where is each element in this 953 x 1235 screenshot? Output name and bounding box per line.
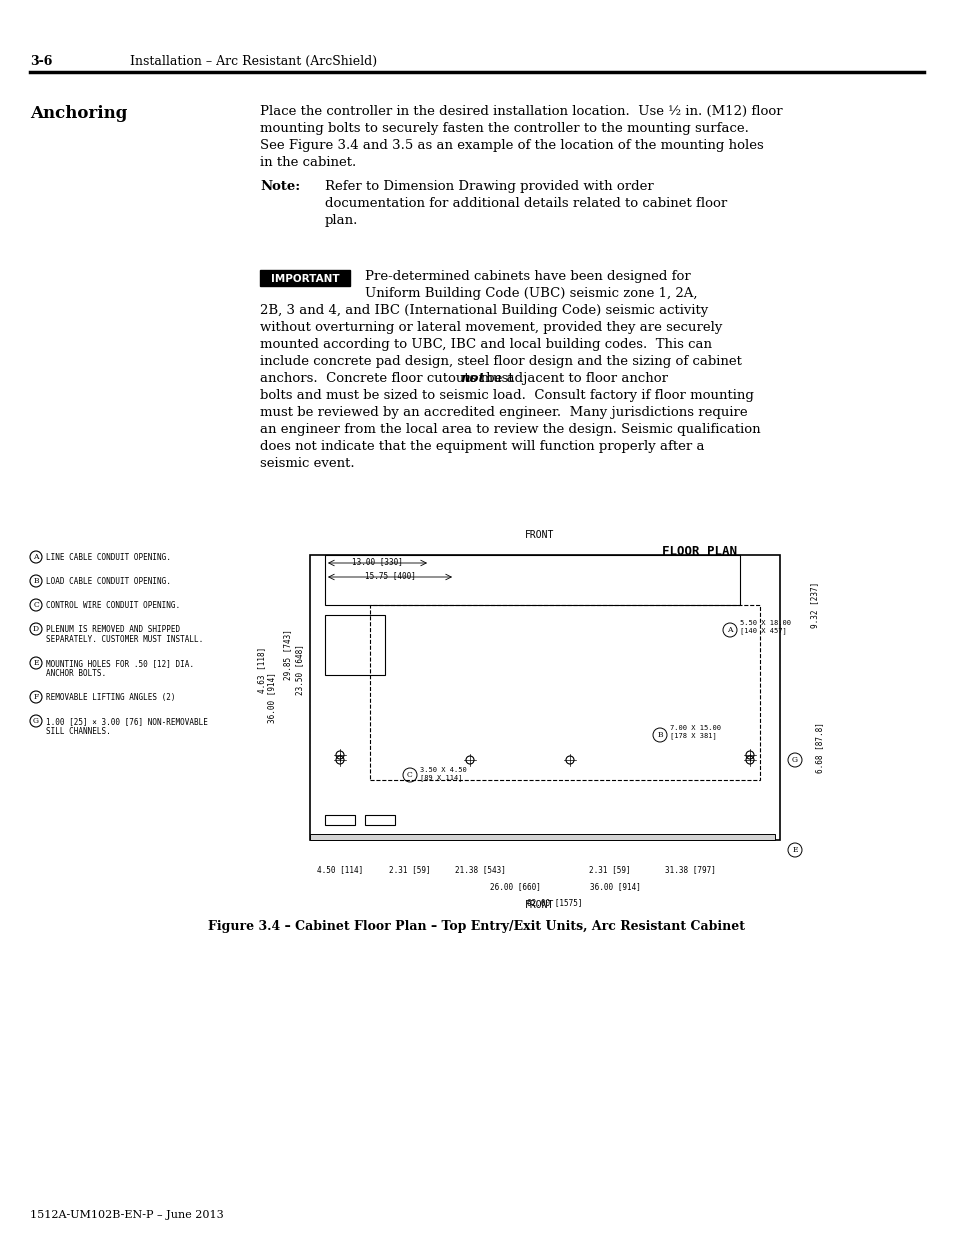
Text: LOAD CABLE CONDUIT OPENING.: LOAD CABLE CONDUIT OPENING. (46, 577, 171, 585)
Text: PLENUM IS REMOVED AND SHIPPED: PLENUM IS REMOVED AND SHIPPED (46, 625, 180, 634)
Text: See Figure 3.4 and 3.5 as an example of the location of the mounting holes: See Figure 3.4 and 3.5 as an example of … (260, 140, 763, 152)
Text: F: F (33, 693, 38, 701)
Text: Refer to Dimension Drawing provided with order: Refer to Dimension Drawing provided with… (325, 180, 653, 193)
Text: 4.63 [118]: 4.63 [118] (257, 647, 266, 693)
Text: FRONT: FRONT (525, 530, 554, 540)
Text: in the cabinet.: in the cabinet. (260, 156, 355, 169)
Bar (370, 605, 760, 781)
Text: FLOOR PLAN: FLOOR PLAN (661, 545, 737, 558)
Text: bolts and must be sized to seismic load.  Consult factory if floor mounting: bolts and must be sized to seismic load.… (260, 389, 753, 403)
Text: REMOVABLE LIFTING ANGLES (2): REMOVABLE LIFTING ANGLES (2) (46, 693, 175, 701)
Text: B: B (657, 731, 662, 739)
Text: 3-6: 3-6 (30, 56, 52, 68)
Text: 29.85 [743]: 29.85 [743] (283, 630, 293, 680)
Text: anchors.  Concrete floor cutouts must: anchors. Concrete floor cutouts must (260, 372, 517, 385)
Text: Pre-determined cabinets have been designed for: Pre-determined cabinets have been design… (365, 270, 690, 283)
Text: 3.50 X 4.50
[89 X 114]: 3.50 X 4.50 [89 X 114] (419, 767, 466, 781)
Text: plan.: plan. (325, 214, 358, 227)
Bar (325, 815, 355, 825)
Text: LINE CABLE CONDUIT OPENING.: LINE CABLE CONDUIT OPENING. (46, 553, 171, 562)
Text: SILL CHANNELS.: SILL CHANNELS. (46, 727, 111, 736)
Text: 7.00 X 15.00
[178 X 381]: 7.00 X 15.00 [178 X 381] (669, 725, 720, 739)
Bar (365, 815, 395, 825)
Text: 36.00 [914]: 36.00 [914] (589, 882, 639, 890)
Text: include concrete pad design, steel floor design and the sizing of cabinet: include concrete pad design, steel floor… (260, 354, 741, 368)
Text: be adjacent to floor anchor: be adjacent to floor anchor (481, 372, 667, 385)
Text: CONTROL WIRE CONDUIT OPENING.: CONTROL WIRE CONDUIT OPENING. (46, 601, 180, 610)
Text: documentation for additional details related to cabinet floor: documentation for additional details rel… (325, 198, 726, 210)
Text: mounted according to UBC, IBC and local building codes.  This can: mounted according to UBC, IBC and local … (260, 338, 711, 351)
Text: MOUNTING HOLES FOR .50 [12] DIA.: MOUNTING HOLES FOR .50 [12] DIA. (46, 659, 193, 668)
Text: 13.00 [330]: 13.00 [330] (352, 557, 402, 566)
Bar (260, 270, 350, 287)
Text: D: D (33, 625, 39, 634)
Text: A: A (726, 626, 732, 634)
Text: mounting bolts to securely fasten the controller to the mounting surface.: mounting bolts to securely fasten the co… (260, 122, 748, 135)
Text: Anchoring: Anchoring (30, 105, 128, 122)
Text: Place the controller in the desired installation location.  Use ½ in. (M12) floo: Place the controller in the desired inst… (260, 105, 781, 119)
Text: without overturning or lateral movement, provided they are securely: without overturning or lateral movement,… (260, 321, 721, 333)
Text: Note:: Note: (260, 180, 300, 193)
Text: 5.50 X 18.00
[140 X 457]: 5.50 X 18.00 [140 X 457] (740, 620, 790, 634)
Bar (310, 834, 774, 840)
Text: E: E (791, 846, 797, 853)
Text: 26.00 [660]: 26.00 [660] (489, 882, 539, 890)
Text: does not indicate that the equipment will function properly after a: does not indicate that the equipment wil… (260, 440, 703, 453)
Text: not: not (459, 372, 484, 385)
Text: B: B (33, 577, 39, 585)
Text: Figure 3.4 – Cabinet Floor Plan – Top Entry/Exit Units, Arc Resistant Cabinet: Figure 3.4 – Cabinet Floor Plan – Top En… (209, 920, 744, 932)
Text: C: C (407, 771, 413, 779)
Text: 9.32 [237]: 9.32 [237] (810, 582, 819, 629)
Bar (325, 615, 385, 676)
Text: G: G (791, 756, 797, 764)
Text: 4.50 [114]: 4.50 [114] (316, 864, 363, 874)
Text: FRONT: FRONT (525, 900, 554, 910)
Text: C: C (33, 601, 39, 609)
Text: 62.00 [1575]: 62.00 [1575] (527, 898, 582, 906)
Text: seismic event.: seismic event. (260, 457, 355, 471)
Text: 15.75 [400]: 15.75 [400] (364, 571, 415, 580)
Text: A: A (33, 553, 39, 561)
Text: must be reviewed by an accredited engineer.  Many jurisdictions require: must be reviewed by an accredited engine… (260, 406, 747, 419)
Text: G: G (33, 718, 39, 725)
Text: 2.31 [59]: 2.31 [59] (389, 864, 431, 874)
Text: Installation – Arc Resistant (ArcShield): Installation – Arc Resistant (ArcShield) (130, 56, 376, 68)
Text: 2.31 [59]: 2.31 [59] (589, 864, 630, 874)
Bar (325, 555, 740, 605)
Text: 36.00 [914]: 36.00 [914] (267, 672, 276, 722)
Text: IMPORTANT: IMPORTANT (271, 274, 339, 284)
Text: Uniform Building Code (UBC) seismic zone 1, 2A,: Uniform Building Code (UBC) seismic zone… (365, 287, 697, 300)
Text: 6.68 [87.8]: 6.68 [87.8] (815, 722, 823, 773)
Text: 23.50 [648]: 23.50 [648] (295, 645, 304, 695)
Text: SEPARATELY. CUSTOMER MUST INSTALL.: SEPARATELY. CUSTOMER MUST INSTALL. (46, 635, 203, 643)
Text: 2B, 3 and 4, and IBC (International Building Code) seismic activity: 2B, 3 and 4, and IBC (International Buil… (260, 304, 707, 317)
Text: 31.38 [797]: 31.38 [797] (664, 864, 715, 874)
Text: ANCHOR BOLTS.: ANCHOR BOLTS. (46, 669, 106, 678)
Text: 1512A-UM102B-EN-P – June 2013: 1512A-UM102B-EN-P – June 2013 (30, 1210, 224, 1220)
Bar (310, 555, 780, 840)
Text: 21.38 [543]: 21.38 [543] (454, 864, 505, 874)
Text: E: E (33, 659, 39, 667)
Text: 1.00 [25] × 3.00 [76] NON-REMOVABLE: 1.00 [25] × 3.00 [76] NON-REMOVABLE (46, 718, 208, 726)
Text: an engineer from the local area to review the design. Seismic qualification: an engineer from the local area to revie… (260, 424, 760, 436)
